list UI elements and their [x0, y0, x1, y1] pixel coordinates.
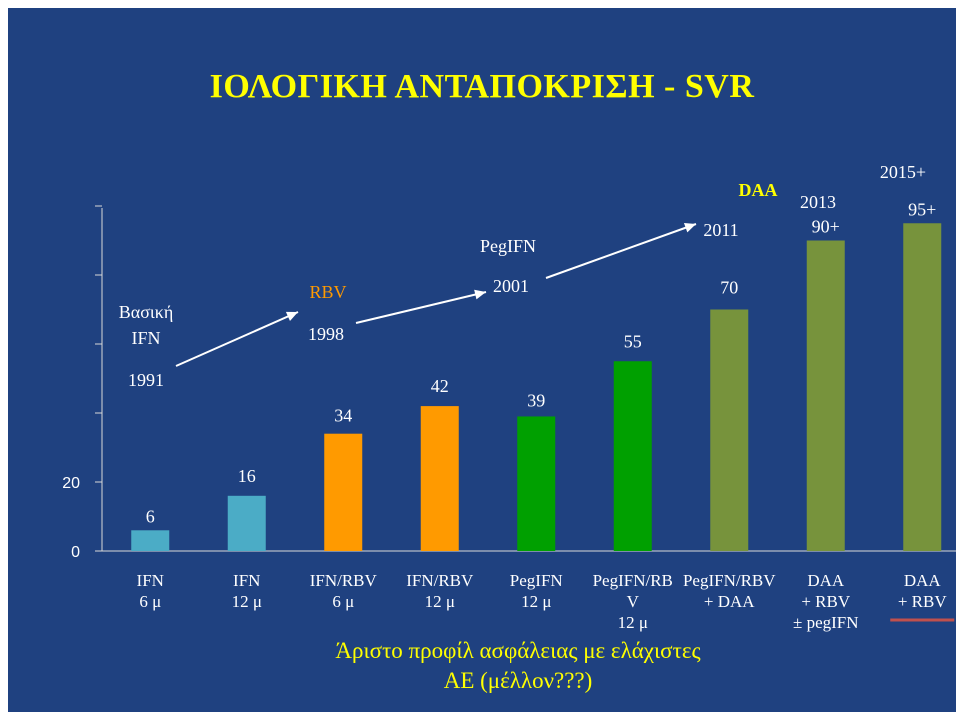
bar-value-label: 39: [527, 390, 545, 410]
future-note: Άριστο προφίλ ασφάλειας με ελάχιστες ΑΕ …: [278, 636, 758, 696]
era-label-rbv: RBV: [309, 282, 346, 302]
bar-8: [806, 240, 845, 551]
year-label: 2013: [800, 192, 836, 212]
category-label: 12 μ: [618, 613, 648, 632]
trend-arrow-head: [285, 311, 298, 322]
trend-arrow-head: [683, 223, 696, 233]
category-label: + RBV: [898, 592, 948, 611]
bar-value-label: 55: [624, 331, 642, 351]
year-label: 1998: [308, 324, 344, 344]
category-label: 6 μ: [332, 592, 354, 611]
bar-value-label: 95+: [908, 199, 936, 219]
bar-6: [613, 361, 652, 551]
year-label: 2011: [703, 220, 738, 240]
year-label: 2001: [493, 276, 529, 296]
trend-arrow-line: [355, 291, 487, 324]
category-label: IFN/RBV: [310, 571, 378, 590]
category-labels: IFN 6 μ IFN 12 μ IFN/RBV 6 μ IFN/RBV 12 μ PegIFN…: [137, 571, 955, 632]
slide-title: ΙΟΛΟΓΙΚΗ ΑΝΤΑΠΟΚΡΙΣΗ - SVR: [209, 68, 755, 105]
bar-value-label: 90+: [812, 217, 840, 237]
category-label: DAA: [807, 571, 845, 590]
trend-arrow-line: [545, 223, 697, 279]
bar-value-label: 70: [720, 278, 738, 298]
category-label: PegIFN: [510, 571, 563, 590]
bar-1: [131, 530, 170, 551]
category-label: 6 μ: [139, 592, 161, 611]
future-note-line-2: ΑΕ (μέλλον???): [443, 668, 593, 693]
category-label: 12 μ: [232, 592, 262, 611]
bar-7: [710, 309, 749, 551]
category-label: DAA: [904, 571, 942, 590]
era-label-ifn: IFN: [131, 328, 160, 348]
category-label: + RBV: [801, 592, 851, 611]
bar-3: [324, 433, 363, 551]
category-label: PegIFN/RBV: [683, 571, 776, 590]
trend-arrow-line: [175, 311, 299, 367]
category-label: ± pegIFN: [793, 613, 859, 632]
category-label: 12 μ: [521, 592, 551, 611]
bar-value-label: 16: [238, 466, 256, 486]
era-label-daa: DAA: [739, 180, 778, 200]
value-labels: 6 16 34 42 39 55 70 90+ 95+: [146, 199, 937, 526]
category-label: V: [627, 592, 640, 611]
bar-4: [420, 406, 459, 551]
bar-5: [517, 416, 556, 551]
bar-value-label: 6: [146, 506, 155, 526]
year-label: 2015+: [880, 162, 926, 182]
bar-value-label: 34: [334, 406, 352, 426]
y-tick-label: 0: [71, 544, 80, 561]
category-label: + DAA: [704, 592, 755, 611]
annotations: Βασική IFN RBV PegIFN DAA 1991 1998 2001 2011 201…: [119, 162, 926, 390]
bar-9: [903, 223, 942, 551]
category-label: IFN/RBV: [406, 571, 474, 590]
bar-2: [227, 495, 266, 551]
category-label: IFN: [137, 571, 164, 590]
slide: ΙΟΛΟΓΙΚΗ ΑΝΤΑΠΟΚΡΙΣΗ - SVR 0 20 6 16 34 42 39…: [8, 8, 956, 712]
future-note-line-1: Άριστο προφίλ ασφάλειας με ελάχιστες: [335, 638, 701, 663]
category-label: PegIFN/RB: [593, 571, 673, 590]
category-label: IFN: [233, 571, 260, 590]
category-label: 12 μ: [425, 592, 455, 611]
trend-arrow-head: [474, 289, 486, 300]
y-tick-label: 20: [62, 475, 80, 492]
bars: [131, 223, 942, 551]
bar-value-label: 42: [431, 376, 449, 396]
year-label: 1991: [128, 370, 164, 390]
era-label-pegifn: PegIFN: [480, 236, 536, 256]
era-label-basic: Βασική: [119, 302, 173, 322]
